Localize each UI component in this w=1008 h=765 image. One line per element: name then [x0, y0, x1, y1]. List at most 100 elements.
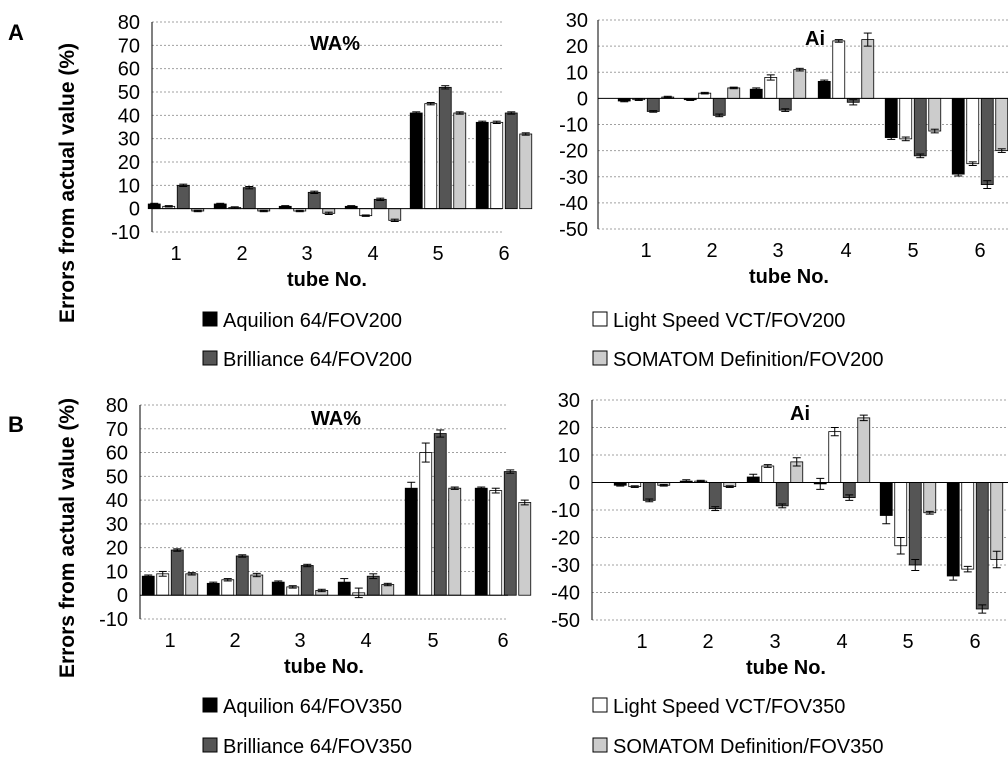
bar: [642, 482, 656, 501]
bar: [242, 187, 256, 210]
bar: [170, 549, 184, 596]
y-tick-label: 10: [118, 175, 140, 197]
y-tick-label: 10: [106, 561, 128, 583]
x-tick-label: 1: [170, 243, 181, 265]
x-tick-label: 4: [367, 243, 378, 265]
x-tick-label: 3: [769, 631, 780, 653]
bar: [489, 490, 503, 596]
y-axis-label-a: Errors from actual value (%): [56, 43, 79, 323]
bar: [894, 482, 908, 547]
y-tick-label: -10: [99, 609, 128, 631]
bar: [828, 431, 842, 483]
bar: [980, 97, 994, 185]
y-tick-label: -50: [551, 610, 580, 632]
y-tick-label: 40: [106, 490, 128, 512]
x-tick-label: 4: [840, 240, 851, 262]
bar: [961, 482, 975, 570]
bar: [861, 39, 875, 99]
legend-swatch: [592, 737, 608, 753]
bar: [995, 97, 1008, 152]
y-tick-label: 10: [558, 445, 580, 467]
bar: [503, 471, 517, 596]
y-tick-label: -10: [551, 500, 580, 522]
bar: [923, 482, 937, 514]
legend-swatch: [202, 737, 218, 753]
y-tick-label: 50: [118, 82, 140, 104]
legend-label: Light Speed VCT/FOV350: [613, 696, 845, 718]
y-tick-label: -40: [551, 583, 580, 605]
y-tick-label: 20: [566, 36, 588, 58]
chart-b-ai: -50 -40 -30 -20 -10 0 10 20 30 1 2 3 4 5 6 tube No. Ai: [551, 390, 1008, 679]
y-tick-label: 20: [106, 538, 128, 560]
bar: [764, 77, 778, 99]
bar: [424, 103, 438, 210]
bar: [419, 452, 433, 596]
y-tick-label: 40: [118, 105, 140, 127]
chart-a-ai: -50 -40 -30 -20 -10 0 10 20 30 1 2 3 4 5 6 tube No. Ai: [559, 10, 1008, 288]
y-tick-label: 80: [106, 395, 128, 417]
x-tick-label: 2: [236, 243, 247, 265]
bar: [221, 579, 235, 596]
bar: [928, 97, 942, 132]
x-tick-label: 2: [702, 631, 713, 653]
bar: [832, 40, 846, 99]
y-tick-label: 0: [577, 88, 588, 110]
legend-label: Brilliance 64/FOV200: [223, 349, 412, 371]
y-tick-label: 60: [118, 59, 140, 81]
chart-title: WA%: [310, 33, 360, 55]
bar: [271, 581, 285, 596]
x-tick-label: 5: [432, 243, 443, 265]
y-tick-label: -20: [551, 528, 580, 550]
legend-swatch: [592, 350, 608, 366]
chart-title: Ai: [790, 403, 810, 425]
bar: [519, 133, 533, 210]
bar: [708, 482, 722, 510]
bar: [300, 565, 314, 596]
y-tick-label: 70: [118, 35, 140, 57]
y-tick-label: 30: [118, 129, 140, 151]
y-tick-label: 70: [106, 419, 128, 441]
y-tick-label: -30: [559, 167, 588, 189]
legend-label: Aquilion 64/FOV200: [223, 310, 402, 332]
y-tick-label: -20: [559, 141, 588, 163]
bar: [857, 417, 871, 483]
bar: [185, 573, 199, 596]
chart-title: Ai: [805, 28, 825, 50]
bar: [475, 121, 489, 210]
legend-swatch: [592, 311, 608, 327]
bar: [490, 121, 504, 210]
y-tick-label: 10: [566, 62, 588, 84]
bar: [793, 69, 807, 99]
legend-label: Aquilion 64/FOV350: [223, 696, 402, 718]
x-tick-label: 5: [907, 240, 918, 262]
legend-label: SOMATOM Definition/FOV200: [613, 349, 883, 371]
bar: [761, 465, 775, 483]
bar: [307, 191, 321, 210]
bar: [646, 97, 660, 112]
bar: [817, 80, 831, 99]
y-tick-label: -10: [111, 222, 140, 244]
y-tick-label: 30: [558, 390, 580, 412]
legend-label: SOMATOM Definition/FOV350: [613, 736, 883, 758]
x-tick-label: 1: [640, 240, 651, 262]
legend-swatch: [202, 697, 218, 713]
y-tick-label: 0: [569, 473, 580, 495]
y-tick-label: 20: [118, 152, 140, 174]
bar: [474, 487, 488, 596]
x-tick-label: 3: [772, 240, 783, 262]
x-tick-label: 6: [974, 240, 985, 262]
bar: [448, 487, 462, 596]
y-tick-label: 0: [117, 585, 128, 607]
y-axis-label-b: Errors from actual value (%): [56, 398, 79, 678]
bar: [775, 482, 789, 507]
y-tick-label: 80: [118, 12, 140, 34]
x-tick-label: 4: [836, 631, 847, 653]
x-axis-title: tube No.: [746, 657, 826, 679]
x-tick-label: 6: [498, 243, 509, 265]
y-tick-label: 30: [566, 10, 588, 32]
x-tick-label: 6: [497, 630, 508, 652]
legend-swatch: [202, 311, 218, 327]
bar: [250, 574, 264, 596]
